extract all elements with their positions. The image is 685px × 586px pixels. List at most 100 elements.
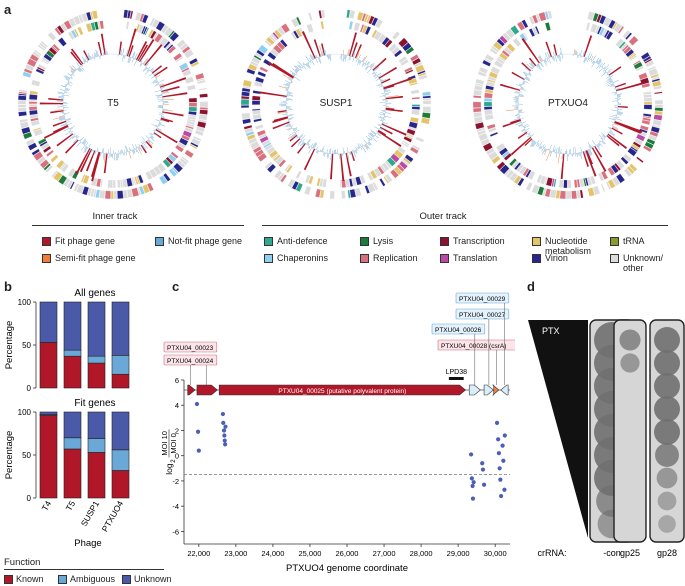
gene-00026 [468, 384, 481, 396]
data-point [223, 424, 228, 429]
data-point [221, 428, 227, 433]
gene-label-00025: PTXU04_00025 (putative polyvalent protei… [278, 388, 406, 395]
data-point [496, 437, 501, 442]
plaque-spot [654, 350, 680, 376]
data-point [499, 493, 504, 499]
y-axis-label: Percentage [4, 431, 15, 480]
plaque-spot [654, 396, 680, 422]
gene-00029 [500, 384, 509, 396]
outer-legend-0-swatch [264, 237, 273, 246]
gene-label-00028: PTXU04_00028 (csrA) [441, 343, 506, 350]
x-tick-label: 24,000 [261, 549, 284, 558]
genome-circle-susp1 [240, 9, 432, 200]
data-point [494, 420, 500, 425]
outer-legend-0-label: Anti-defence [277, 236, 328, 246]
data-point [500, 443, 505, 448]
outer-legend-8-swatch [532, 254, 541, 263]
x-tick-label: SUSP1 [79, 499, 102, 528]
gene-00027 [483, 384, 494, 396]
gene-label-00027: PTXU04_00027 [459, 312, 506, 319]
plaque-spot [656, 467, 678, 489]
inner-track-title: Inner track [92, 211, 138, 222]
function-legend-swatch-known [4, 575, 13, 584]
inner-legend-1-swatch [155, 237, 164, 246]
x-axis-label: Phage [74, 538, 101, 549]
y-tick-label: 0 [27, 384, 32, 393]
data-point [223, 442, 228, 447]
bar-t5-unknown [63, 301, 82, 351]
plaque-spot [619, 329, 641, 351]
outer-legend-6-label: Replication [373, 253, 418, 263]
x-tick-label: 27,000 [373, 549, 396, 558]
bar-susp1-known [87, 452, 106, 499]
bar-t4-unknown [39, 411, 58, 415]
data-point [497, 466, 502, 471]
plaque-assay: PTX -con gp25 gp28 crRNA: [528, 319, 685, 558]
scatter-plot: 22,000 23,000 24,000 25,000 26,000 27,000 28,0… [160, 376, 510, 574]
ptx-gradient-triangle [528, 320, 588, 538]
data-point [220, 411, 225, 417]
inner-legend-1-label: Not-fit phage gene [168, 236, 243, 246]
genome-circle-t5 [17, 9, 209, 200]
data-point [496, 451, 501, 456]
bar-ptxuo4-unknown [111, 301, 130, 356]
bar-ptxuo4-unknown [111, 411, 130, 451]
x-tick-label: 29,000 [447, 549, 470, 558]
outer-track-rule [262, 225, 668, 226]
y-tick-label: -6 [172, 527, 179, 536]
y-axis-label-log: log [164, 463, 174, 475]
outer-legend-8-label: Virion [545, 253, 568, 263]
x-tick-label: 23,000 [224, 549, 247, 558]
circle-title-susp1: SUSP1 [319, 98, 353, 109]
function-legend-rule [4, 569, 164, 570]
data-point [502, 487, 507, 492]
y-axis-label: Percentage [4, 321, 15, 370]
panel-label-a: a [4, 2, 12, 17]
x-tick-label: 28,000 [410, 549, 433, 558]
bar-ptxuo4-known [111, 373, 130, 389]
function-legend-label-unknown: Unknown [134, 574, 172, 584]
outer-legend-7-label: Translation [453, 253, 498, 263]
bar-t5-known [63, 448, 82, 499]
plaque-spot [657, 491, 677, 511]
panel-label-b: b [4, 279, 12, 294]
outer-legend-3-swatch [532, 237, 541, 246]
function-legend-label-ambiguous: Ambiguous [70, 574, 116, 584]
data-point [221, 420, 226, 425]
data-point [498, 477, 503, 482]
data-point [194, 401, 200, 407]
gene-label-00024-box [163, 354, 218, 366]
function-bar-charts: All genes 0 50 100 Percentage Fit genes 0 50 100… [4, 288, 130, 549]
x-tick-label: 30,000 [484, 549, 507, 558]
bar-susp1-ambiguous [87, 438, 106, 453]
crrna-label: crRNA: [538, 548, 567, 558]
data-point [222, 438, 227, 443]
outer-legend-3-label: Nucleotide metabolism [545, 236, 592, 256]
plate-gp28: gp28 [649, 319, 685, 558]
crrna-column-label: gp25 [620, 548, 640, 558]
plate-frame [613, 319, 647, 543]
outer-legend-9-label: Unknown/ other [623, 253, 664, 273]
bar-ptxuo4-ambiguous [111, 355, 130, 375]
lpd38-label: LPD38 [446, 369, 468, 376]
gene-00025 [218, 384, 467, 396]
plaque-spot [654, 373, 680, 399]
plaque-spot [654, 419, 680, 445]
x-tick-label: T4 [40, 499, 54, 513]
y-tick-label: 0 [175, 452, 179, 461]
bar-chart-title: All genes [74, 288, 115, 299]
x-tick-label: 22,000 [187, 549, 210, 558]
gene-00024 [196, 384, 218, 396]
outer-legend-4-label: tRNA [623, 236, 645, 246]
crrna-column-label: gp28 [657, 548, 677, 558]
data-point [196, 448, 201, 453]
y-tick-label: 50 [22, 451, 31, 460]
y-tick-label: 6 [175, 376, 179, 385]
function-legend-swatch-unknown [122, 575, 131, 584]
outer-legend-1-swatch [360, 237, 369, 246]
data-point [481, 482, 487, 487]
lpd38-bar [448, 377, 464, 380]
x-tick-label: 25,000 [298, 549, 321, 558]
bar-chart-0: All genes 0 50 100 Percentage [4, 288, 130, 393]
plaque-spot [620, 353, 640, 373]
